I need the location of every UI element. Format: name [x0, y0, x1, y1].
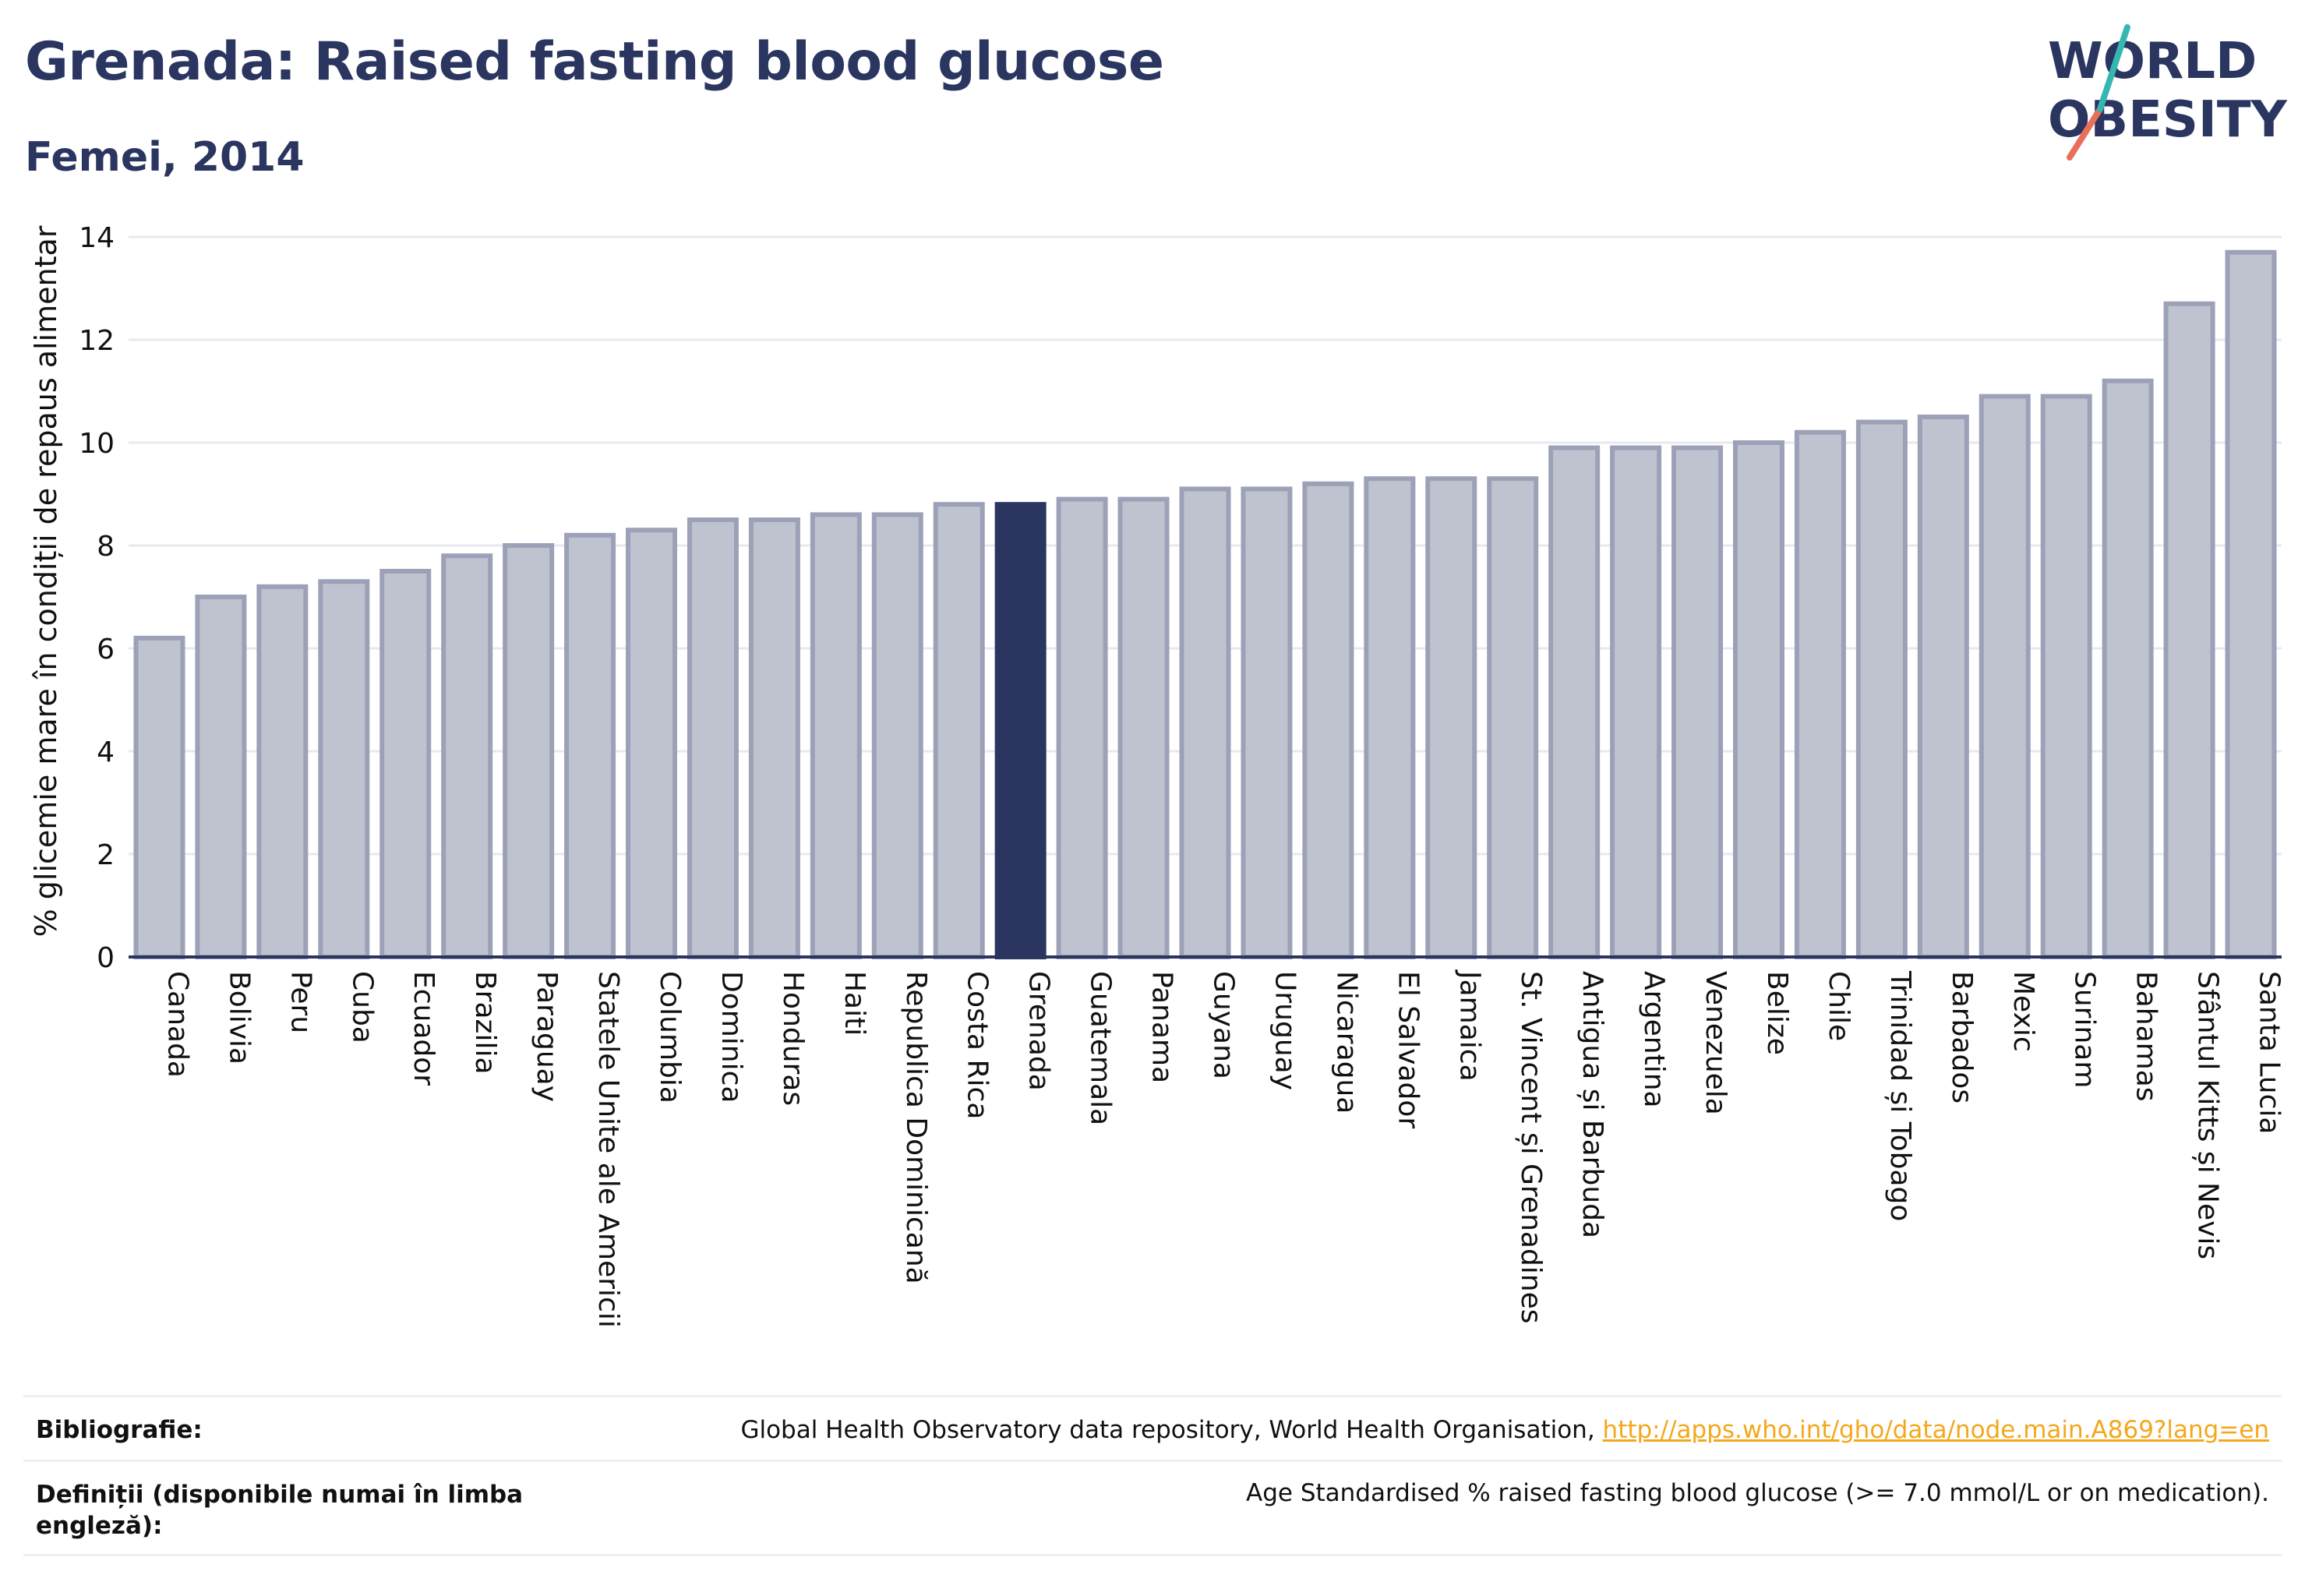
- bibliography-text: Global Health Observatory data repositor…: [740, 1416, 1603, 1444]
- bars: [133, 249, 2277, 960]
- bar-grenada: [994, 502, 1047, 959]
- bar-panama: [1117, 496, 1170, 959]
- x-tick-label: Republica Dominicană: [900, 971, 932, 1284]
- bar-bolivia: [195, 595, 247, 959]
- y-tick-label: 0: [97, 942, 115, 974]
- logo-slash-teal: [2097, 24, 2130, 112]
- bar-barbados: [1917, 415, 1969, 959]
- x-tick-label: Dominica: [715, 971, 747, 1103]
- x-tick-label: Nicaragua: [1330, 971, 1362, 1114]
- y-tick-label: 12: [79, 325, 115, 357]
- bar-jamaica: [1425, 476, 1477, 959]
- bibliography-link[interactable]: http://apps.who.int/gho/data/node.main.A…: [1602, 1416, 2269, 1444]
- x-tick-label: Trinidad și Tobago: [1884, 970, 1916, 1221]
- bar-honduras: [748, 517, 800, 959]
- x-tick-label: Barbados: [1946, 971, 1978, 1103]
- bar-chart: 0 2 4 6 8 10 12 14 Canada Bolivia Peru Cuba Ecuador…: [29, 222, 2286, 1328]
- x-tick-label: Jamaica: [1453, 969, 1485, 1082]
- bibliography-label: Bibliografie:: [36, 1416, 203, 1444]
- bar-argentina: [1610, 445, 1662, 959]
- x-tick-label: Santa Lucia: [2254, 971, 2286, 1134]
- x-tick-label: Surinam: [2069, 971, 2101, 1088]
- page-subtitle: Femei, 2014: [25, 134, 305, 181]
- x-tick-label: Ecuador: [408, 971, 439, 1086]
- page-title: Grenada: Raised fasting blood glucose: [25, 31, 1164, 93]
- chart-footer: Bibliografie: Global Health Observatory …: [23, 1395, 2282, 1556]
- bar-venezuela: [1671, 445, 1724, 959]
- definitions-label: Definiții (disponibile numai în limba en…: [36, 1481, 524, 1540]
- bar-columbia: [626, 528, 678, 959]
- x-tick-label: Canada: [161, 971, 193, 1078]
- x-tick-label: Haiti: [838, 971, 870, 1036]
- bar-antigua-i-barbuda: [1548, 445, 1601, 959]
- x-tick-label: Grenada: [1023, 971, 1055, 1091]
- x-tick-label: Honduras: [777, 971, 809, 1106]
- bar-guyana: [1179, 486, 1231, 959]
- bar-surinam: [2040, 394, 2092, 960]
- x-axis-ticks: Canada Bolivia Peru Cuba Ecuador Brazilia Para…: [161, 969, 2285, 1328]
- x-tick-label: Antigua și Barbuda: [1576, 971, 1608, 1238]
- x-tick-label: Argentina: [1638, 971, 1670, 1108]
- logo-line-2: OBESITY: [2048, 91, 2287, 149]
- bar-belize: [1732, 440, 1784, 959]
- bar-el-salvador: [1364, 476, 1416, 959]
- x-tick-label: El Salvador: [1392, 971, 1424, 1128]
- x-tick-label: Peru: [284, 971, 316, 1033]
- x-tick-label: Panama: [1146, 971, 1178, 1083]
- bibliography-row: Bibliografie: Global Health Observatory …: [23, 1395, 2282, 1460]
- bar-guatemala: [1056, 496, 1108, 959]
- x-tick-label: Guatemala: [1085, 971, 1117, 1125]
- x-tick-label: Uruguay: [1269, 971, 1301, 1090]
- bar-peru: [256, 584, 309, 959]
- bar-paraguay: [503, 543, 555, 959]
- bar-trinidad-i-tobago: [1855, 419, 1908, 959]
- x-tick-label: Guyana: [1208, 971, 1240, 1079]
- x-tick-label: Brazilia: [469, 971, 501, 1075]
- bar-statele-unite-ale-americii: [564, 532, 616, 959]
- x-tick-label: Bahamas: [2130, 971, 2162, 1102]
- bar-brazilia: [441, 553, 493, 959]
- y-tick-label: 2: [97, 839, 115, 871]
- x-tick-label: Costa Rica: [962, 971, 994, 1119]
- bibliography-value: Global Health Observatory data repositor…: [740, 1416, 2269, 1444]
- x-tick-label: Mexic: [2007, 971, 2039, 1052]
- definitions-row: Definiții (disponibile numai în limba en…: [23, 1460, 2282, 1556]
- bar-santa-lucia: [2225, 249, 2277, 959]
- x-tick-label: Bolivia: [223, 971, 255, 1065]
- bar-dominica: [687, 517, 739, 959]
- y-tick-label: 14: [79, 222, 115, 254]
- bar-canada: [133, 635, 185, 959]
- world-obesity-logo: WORLD OBESITY: [2048, 24, 2287, 161]
- bar-haiti: [810, 512, 862, 959]
- x-tick-label: Paraguay: [531, 971, 563, 1102]
- bar-nicaragua: [1302, 481, 1354, 959]
- x-tick-label: Chile: [1823, 971, 1855, 1041]
- bar-ecuador: [379, 569, 432, 959]
- x-tick-label: St. Vincent și Grenadines: [1515, 971, 1547, 1324]
- y-tick-label: 10: [79, 428, 115, 460]
- x-tick-label: Sfântul Kitts și Nevis: [2192, 971, 2224, 1259]
- bar-republica-dominican-: [871, 512, 923, 959]
- y-tick-label: 6: [97, 634, 115, 666]
- x-tick-label: Cuba: [346, 971, 378, 1043]
- bar-chile: [1794, 429, 1846, 959]
- bar-cuba: [318, 579, 370, 959]
- x-tick-label: Columbia: [654, 971, 686, 1103]
- bar-uruguay: [1241, 486, 1293, 959]
- bar-mexic: [1978, 394, 2031, 960]
- definitions-text: Age Standardised % raised fasting blood …: [1246, 1479, 2269, 1507]
- y-tick-label: 8: [97, 531, 115, 563]
- bar-sf-ntul-kitts-i-nevis: [2163, 301, 2215, 959]
- logo-line-1: WORLD: [2048, 33, 2257, 90]
- y-axis-ticks: 0 2 4 6 8 10 12 14: [79, 222, 115, 974]
- bar-costa-rica: [933, 502, 985, 959]
- x-tick-label: Statele Unite ale Americii: [592, 971, 624, 1328]
- y-tick-label: 4: [97, 736, 115, 768]
- bar-bahamas: [2102, 378, 2154, 959]
- x-tick-label: Venezuela: [1700, 971, 1731, 1115]
- bar-st-vincent-i-grenadines: [1487, 476, 1539, 959]
- logo-slash-red: [2067, 106, 2103, 161]
- y-axis-label: % glicemie mare în condiții de repaus al…: [29, 225, 63, 937]
- x-tick-label: Belize: [1761, 971, 1793, 1055]
